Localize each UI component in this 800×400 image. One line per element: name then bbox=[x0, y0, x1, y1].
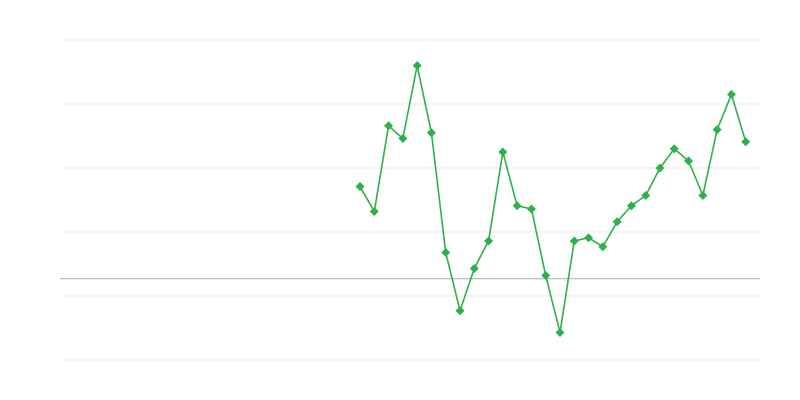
gridlines bbox=[60, 39, 760, 361]
series-path bbox=[359, 65, 747, 333]
data-point bbox=[441, 247, 451, 257]
data-point bbox=[526, 204, 536, 214]
data-point bbox=[726, 89, 736, 99]
data-point bbox=[569, 236, 579, 246]
data-point bbox=[684, 156, 694, 166]
data-point bbox=[741, 137, 751, 147]
data-point bbox=[498, 147, 508, 157]
data-point bbox=[426, 128, 436, 138]
data-point bbox=[512, 201, 522, 211]
data-point bbox=[355, 182, 365, 192]
data-point bbox=[626, 201, 636, 211]
data-point bbox=[555, 327, 565, 337]
data-point bbox=[584, 233, 594, 243]
series-line bbox=[359, 65, 747, 333]
data-point bbox=[455, 306, 465, 316]
data-point bbox=[369, 207, 379, 217]
data-point bbox=[469, 263, 479, 273]
data-point bbox=[712, 125, 722, 135]
data-point bbox=[598, 242, 608, 252]
data-point bbox=[384, 121, 394, 131]
data-point bbox=[612, 217, 622, 227]
data-point bbox=[655, 163, 665, 173]
data-point bbox=[412, 61, 422, 71]
data-points bbox=[355, 61, 751, 337]
data-point bbox=[484, 236, 494, 246]
data-point bbox=[698, 191, 708, 201]
data-point bbox=[541, 271, 551, 281]
data-point bbox=[398, 134, 408, 144]
data-point bbox=[641, 191, 651, 201]
data-point bbox=[669, 144, 679, 154]
